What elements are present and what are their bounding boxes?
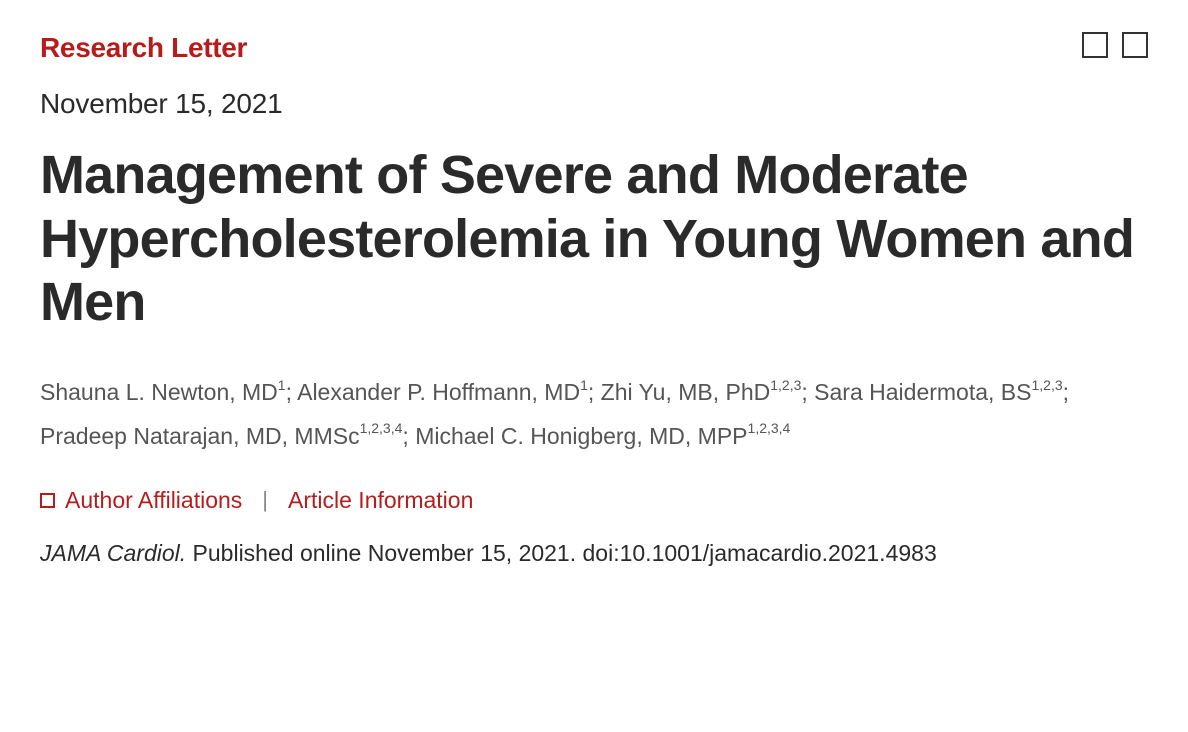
action-icon-2[interactable] [1122, 32, 1148, 58]
author[interactable]: Sara Haidermota, BS1,2,3 [814, 379, 1062, 405]
citation-journal: JAMA Cardiol. [40, 540, 186, 566]
header-row: Research Letter [40, 32, 1148, 64]
author-affiliations-link[interactable]: Author Affiliations [40, 487, 242, 514]
author[interactable]: Pradeep Natarajan, MD, MMSc1,2,3,4 [40, 423, 402, 449]
author[interactable]: Alexander P. Hoffmann, MD1 [297, 379, 588, 405]
author[interactable]: Shauna L. Newton, MD1 [40, 379, 286, 405]
author[interactable]: Zhi Yu, MB, PhD1,2,3 [601, 379, 802, 405]
author-affiliations-label: Author Affiliations [65, 487, 242, 514]
article-title: Management of Severe and Moderate Hyperc… [40, 144, 1148, 335]
meta-links-row: Author Affiliations | Article Informatio… [40, 487, 1148, 514]
author-list: Shauna L. Newton, MD1; Alexander P. Hoff… [40, 371, 1148, 458]
article-type: Research Letter [40, 32, 247, 64]
article-information-label: Article Information [288, 487, 473, 514]
citation: JAMA Cardiol. Published online November … [40, 540, 1148, 567]
author[interactable]: Michael C. Honigberg, MD, MPP1,2,3,4 [415, 423, 790, 449]
action-icon-1[interactable] [1082, 32, 1108, 58]
article-information-link[interactable]: Article Information [288, 487, 473, 514]
citation-rest: Published online November 15, 2021. doi:… [186, 540, 937, 566]
action-icons [1082, 32, 1148, 58]
publication-date: November 15, 2021 [40, 88, 1148, 120]
expand-icon [40, 493, 55, 508]
divider: | [262, 487, 268, 513]
